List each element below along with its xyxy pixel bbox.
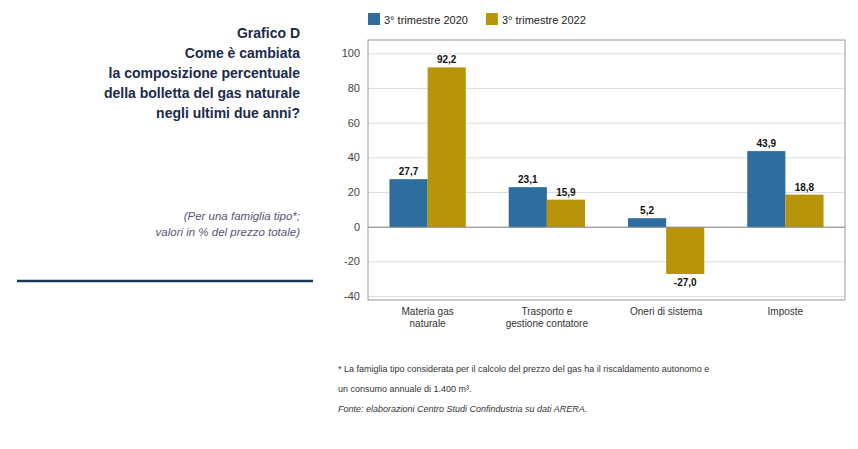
y-tick-label: 0 — [354, 221, 360, 233]
legend-label: 3° trimestre 2022 — [502, 14, 586, 26]
bar — [389, 179, 427, 227]
legend: 3° trimestre 2020 3° trimestre 2022 — [368, 13, 586, 26]
x-tick-label: Imposte — [768, 306, 804, 317]
x-tick-label-line: Trasporto e — [521, 306, 572, 317]
bar — [509, 187, 547, 227]
x-tick-label-line: Materia gas — [402, 306, 454, 317]
bar — [428, 67, 466, 227]
title: Grafico D Come è cambiata la composizione … — [104, 25, 300, 121]
y-tick-label: 20 — [348, 186, 360, 198]
title-line: negli ultimi due anni? — [156, 105, 300, 121]
title-line: Come è cambiata — [185, 45, 300, 61]
x-tick-label-line: Imposte — [768, 306, 804, 317]
chart-container: Grafico D Come è cambiata la composizione … — [0, 0, 858, 449]
data-label: 18,8 — [795, 182, 815, 193]
bar — [785, 195, 823, 228]
annotation: un consumo annuale di 1.400 m³. — [338, 384, 472, 394]
zero-line — [368, 227, 845, 228]
annotation: Fonte: elaborazioni Centro Studi Confind… — [338, 404, 587, 414]
title-line: della bolletta del gas naturale — [104, 85, 300, 101]
subtitle-line: (Per una famiglia tipo*; — [184, 210, 300, 222]
legend-swatch — [368, 13, 380, 25]
y-tick-label: 40 — [348, 151, 360, 163]
x-tick-label-line: gestione contatore — [506, 318, 589, 329]
legend-swatch — [486, 13, 498, 25]
bar — [547, 200, 585, 228]
y-tick-label: -20 — [344, 255, 360, 267]
data-labels: 27,7 23,1 5,2 43,9 92,2 15,9 -27,0 18,8 — [399, 54, 815, 288]
bar — [628, 218, 666, 227]
y-tick-label: 80 — [348, 82, 360, 94]
subtitle: (Per una famiglia tipo*; valori in % del … — [156, 210, 301, 238]
x-tick-label-line: Oneri di sistema — [630, 306, 703, 317]
x-tick-label: Oneri di sistema — [630, 306, 703, 317]
data-label: 23,1 — [518, 174, 538, 185]
bars — [389, 67, 823, 274]
x-tick-label: Trasporto egestione contatore — [506, 306, 589, 329]
title-line: Grafico D — [237, 25, 300, 41]
data-label: 43,9 — [757, 138, 777, 149]
annotation: * La famiglia tipo considerata per il ca… — [338, 364, 709, 374]
grid-line — [368, 227, 845, 228]
data-label: 27,7 — [399, 166, 419, 177]
legend-label: 3° trimestre 2020 — [384, 14, 468, 26]
y-tick-label: 100 — [342, 47, 360, 59]
title-line: la composizione percentuale — [109, 65, 301, 81]
x-tick-label-line: naturale — [410, 318, 447, 329]
grid — [368, 54, 845, 297]
plot-frame — [368, 40, 845, 300]
y-tick-label: -40 — [344, 290, 360, 302]
y-tick-label: 60 — [348, 117, 360, 129]
grid-line — [368, 296, 845, 297]
subtitle-line: valori in % del prezzo totale) — [156, 226, 301, 238]
separator — [17, 280, 313, 283]
data-label: 15,9 — [556, 187, 576, 198]
grid-line — [368, 261, 845, 262]
data-label: 5,2 — [640, 205, 654, 216]
bar — [747, 151, 785, 227]
chart-svg: Grafico D Come è cambiata la composizione … — [0, 0, 858, 449]
data-label: -27,0 — [674, 277, 697, 288]
x-tick-label: Materia gasnaturale — [402, 306, 454, 329]
bar — [666, 227, 704, 274]
data-label: 92,2 — [437, 54, 457, 65]
